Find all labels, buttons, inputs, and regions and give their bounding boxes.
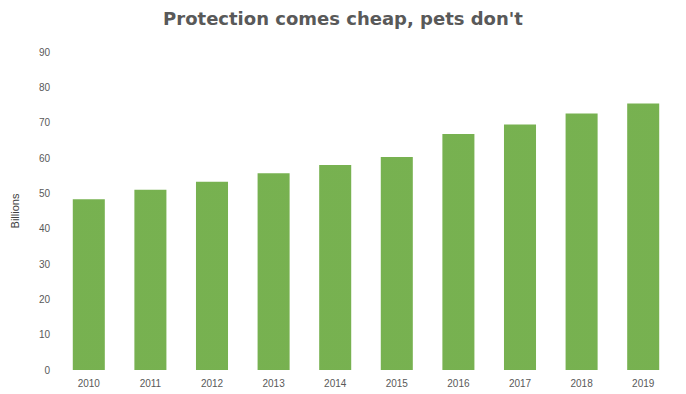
svg-text:Billions: Billions <box>9 193 21 228</box>
svg-text:2017: 2017 <box>509 378 532 389</box>
svg-text:30: 30 <box>39 259 51 270</box>
svg-text:2013: 2013 <box>262 378 285 389</box>
svg-text:2012: 2012 <box>201 378 224 389</box>
svg-text:90: 90 <box>39 47 51 58</box>
svg-text:2010: 2010 <box>78 378 101 389</box>
svg-text:Protection comes cheap, pets d: Protection comes cheap, pets don't <box>163 8 523 29</box>
svg-text:50: 50 <box>39 188 51 199</box>
svg-text:20: 20 <box>39 294 51 305</box>
svg-text:2014: 2014 <box>324 378 347 389</box>
svg-text:0: 0 <box>44 365 50 376</box>
svg-text:2016: 2016 <box>447 378 470 389</box>
svg-text:60: 60 <box>39 153 51 164</box>
svg-text:2019: 2019 <box>632 378 655 389</box>
svg-text:80: 80 <box>39 82 51 93</box>
svg-text:10: 10 <box>39 329 51 340</box>
svg-text:2011: 2011 <box>140 378 162 389</box>
svg-text:40: 40 <box>39 223 51 234</box>
svg-text:2018: 2018 <box>570 378 593 389</box>
svg-text:2015: 2015 <box>386 378 409 389</box>
svg-text:70: 70 <box>39 117 51 128</box>
